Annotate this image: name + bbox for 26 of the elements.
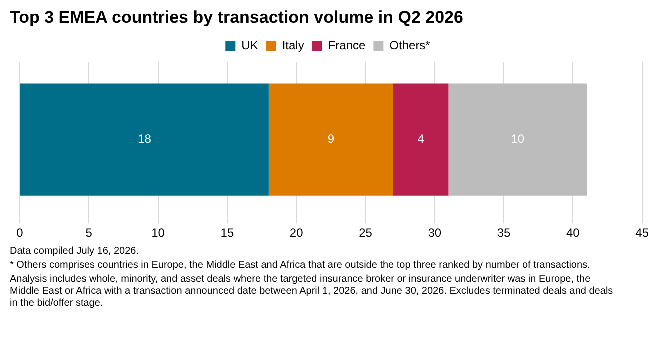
x-tick-label: 10 [152,226,166,240]
bar [268,84,394,196]
data-label: 9 [328,132,335,146]
x-tick-label: 20 [290,226,304,240]
x-tick-label: 25 [359,226,373,240]
legend-label: UK [242,38,258,52]
bar [448,84,588,196]
x-tick-label: 15 [220,226,234,240]
x-tick-label: 5 [86,226,93,240]
legend-label: Italy [282,38,304,52]
data-label: 18 [138,132,152,146]
legend-label: France [328,38,366,52]
bar [20,84,269,196]
x-tick-label: 0 [16,226,24,240]
text: Data compiled July 16, 2026. [10,246,140,258]
x-tick-label: 35 [497,226,512,240]
x-tick-label: 40 [566,226,580,240]
x-tick-label: 30 [428,226,442,240]
data-label: 10 [511,132,525,146]
data-label: 4 [418,132,425,146]
text: Analysis includes whole, minority, and asset deals where the targeted insurance broker or insurance underwriter was in Europe, the Middle East or Africa with a transaction announced date between April 1, 2026, and June 30, 2026. Excludes terminated deals and deals in the bid/offer stage. [10,274,614,310]
legend-label: Others* [390,38,431,52]
bar [393,84,449,196]
chart-title: Top 3 EMEA countries by transaction volume in Q2 2026 [10,8,464,28]
x-tick-label: 45 [636,226,650,240]
text: * Others comprises countries in Europe, the Middle East and Africa that are outside the top three ranked by number of transactions. [10,260,592,272]
